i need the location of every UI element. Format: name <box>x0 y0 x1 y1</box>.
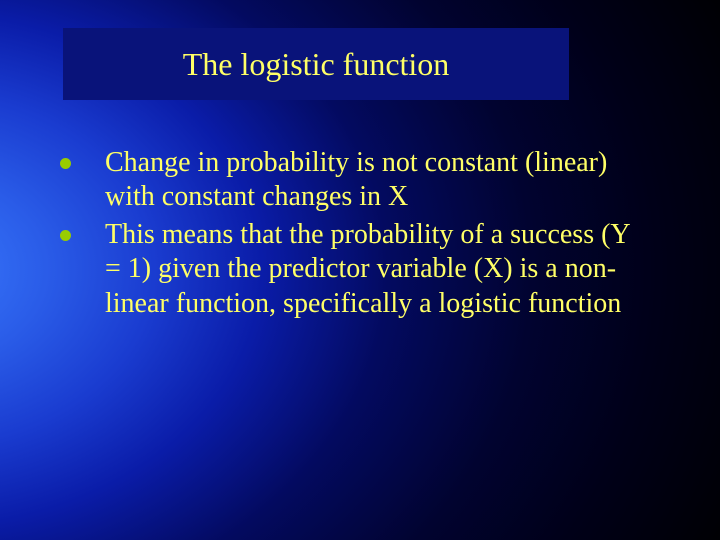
slide: The logistic function Change in probabil… <box>0 0 720 540</box>
list-item: Change in probability is not constant (l… <box>60 146 650 214</box>
content-area: Change in probability is not constant (l… <box>60 146 650 325</box>
bullet-text: Change in probability is not constant (l… <box>105 146 650 214</box>
slide-title: The logistic function <box>183 46 450 83</box>
title-box: The logistic function <box>63 28 569 100</box>
bullet-text: This means that the probability of a suc… <box>105 218 650 320</box>
bullet-icon <box>60 230 71 241</box>
bullet-icon <box>60 158 71 169</box>
list-item: This means that the probability of a suc… <box>60 218 650 320</box>
